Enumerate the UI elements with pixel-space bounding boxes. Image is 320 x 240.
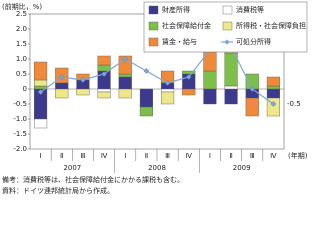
year-label: 2009 <box>233 164 251 172</box>
y-axis-label: (前期比，%) <box>2 2 42 11</box>
bar-segment <box>245 97 259 117</box>
bar-segment <box>182 88 196 96</box>
x-tick-label: Ⅰ <box>40 152 42 160</box>
legend-label: 所得税・社会保障負担 <box>236 21 306 30</box>
bar-segment <box>55 88 69 99</box>
note: 資料：ドイツ連邦統計局から作成。 <box>2 186 114 195</box>
line-marker <box>185 74 192 80</box>
y-tick-label: -0.5 <box>13 100 27 108</box>
line-marker <box>143 68 150 74</box>
y-tick-label: 0 <box>23 85 27 93</box>
legend-swatch <box>148 5 159 15</box>
line-marker <box>164 80 171 86</box>
bar-segment <box>161 88 175 93</box>
y-tick-label: 0.5 <box>16 70 27 78</box>
x-axis-label: (年期) <box>288 151 308 160</box>
bar-segment <box>182 70 196 75</box>
line-marker <box>58 74 65 80</box>
bar-segment <box>139 88 153 108</box>
bar-segment <box>139 106 153 117</box>
bar-segment <box>97 88 111 93</box>
legend-label: 可処分所得 <box>236 37 271 46</box>
x-tick-label: Ⅳ <box>101 152 108 160</box>
legend-swatch <box>148 37 159 47</box>
y-tick-label: -1.5 <box>13 130 27 138</box>
line-series <box>40 46 274 105</box>
bar-segment <box>203 70 217 90</box>
legend-label: 賃金・給与 <box>162 37 197 46</box>
line-marker <box>270 101 277 107</box>
chart: (前期比，%) (年期) 備考：消費税等は、社会保障給付金にかかる課税も含む。 … <box>2 1 308 195</box>
year-label: 2008 <box>148 164 166 172</box>
line-marker <box>80 77 86 83</box>
x-tick-label: Ⅳ <box>270 152 277 160</box>
bar-segment <box>118 88 132 99</box>
bar-segment <box>203 88 217 105</box>
bar-segment <box>34 118 48 129</box>
legend-label: 社会保障給付金 <box>162 21 211 30</box>
y-tick-label: -1.0 <box>13 115 27 123</box>
bar-segment <box>97 91 111 99</box>
year-label: 2007 <box>63 164 81 172</box>
bar-segment <box>266 76 280 87</box>
y-tick-label: -2.0 <box>13 145 27 153</box>
bar-segment <box>224 85 238 90</box>
annotation: -0.5 <box>287 100 301 108</box>
legend-label: 消費税等 <box>236 5 264 14</box>
y-tick-label: 2.5 <box>16 10 27 18</box>
legend-swatch <box>222 5 233 15</box>
bar-segment <box>97 64 111 72</box>
x-tick-label: Ⅲ <box>165 152 170 160</box>
x-tick-label: Ⅰ <box>209 152 211 160</box>
x-tick-label: Ⅱ <box>60 152 63 160</box>
x-tick-label: Ⅱ <box>229 152 232 160</box>
y-tick-label: 1.5 <box>16 40 27 48</box>
y-tick-label: 2.0 <box>16 25 27 33</box>
line-marker <box>249 86 256 92</box>
legend-label: 財産所得 <box>162 5 190 14</box>
bar-segment <box>34 61 48 81</box>
legend-swatch <box>224 39 230 45</box>
line-marker <box>122 56 129 62</box>
line-marker <box>37 89 44 95</box>
bar-segment <box>97 55 111 66</box>
legend-swatch <box>222 21 233 31</box>
line-marker <box>101 71 107 77</box>
bar-segment <box>266 85 280 90</box>
bar-segment <box>55 82 69 90</box>
x-tick-label: Ⅳ <box>186 152 193 160</box>
x-tick-label: Ⅲ <box>250 152 255 160</box>
x-tick-label: Ⅲ <box>81 152 86 160</box>
bar-segment <box>266 97 280 117</box>
legend-swatch <box>148 21 159 31</box>
x-tick-label: Ⅰ <box>124 152 126 160</box>
bar-segment <box>224 52 238 87</box>
bar-segment <box>76 88 90 96</box>
bar-segment <box>266 88 280 99</box>
bar-segment <box>118 76 132 90</box>
note: 備考：消費税等は、社会保障給付金にかかる課税も含む。 <box>2 175 184 184</box>
bar-segment <box>118 73 132 78</box>
y-tick-label: 1.0 <box>16 55 27 63</box>
bar-segment <box>161 91 175 105</box>
x-tick-label: Ⅱ <box>145 152 148 160</box>
bar-segment <box>224 88 238 105</box>
bar-segment <box>34 79 48 87</box>
